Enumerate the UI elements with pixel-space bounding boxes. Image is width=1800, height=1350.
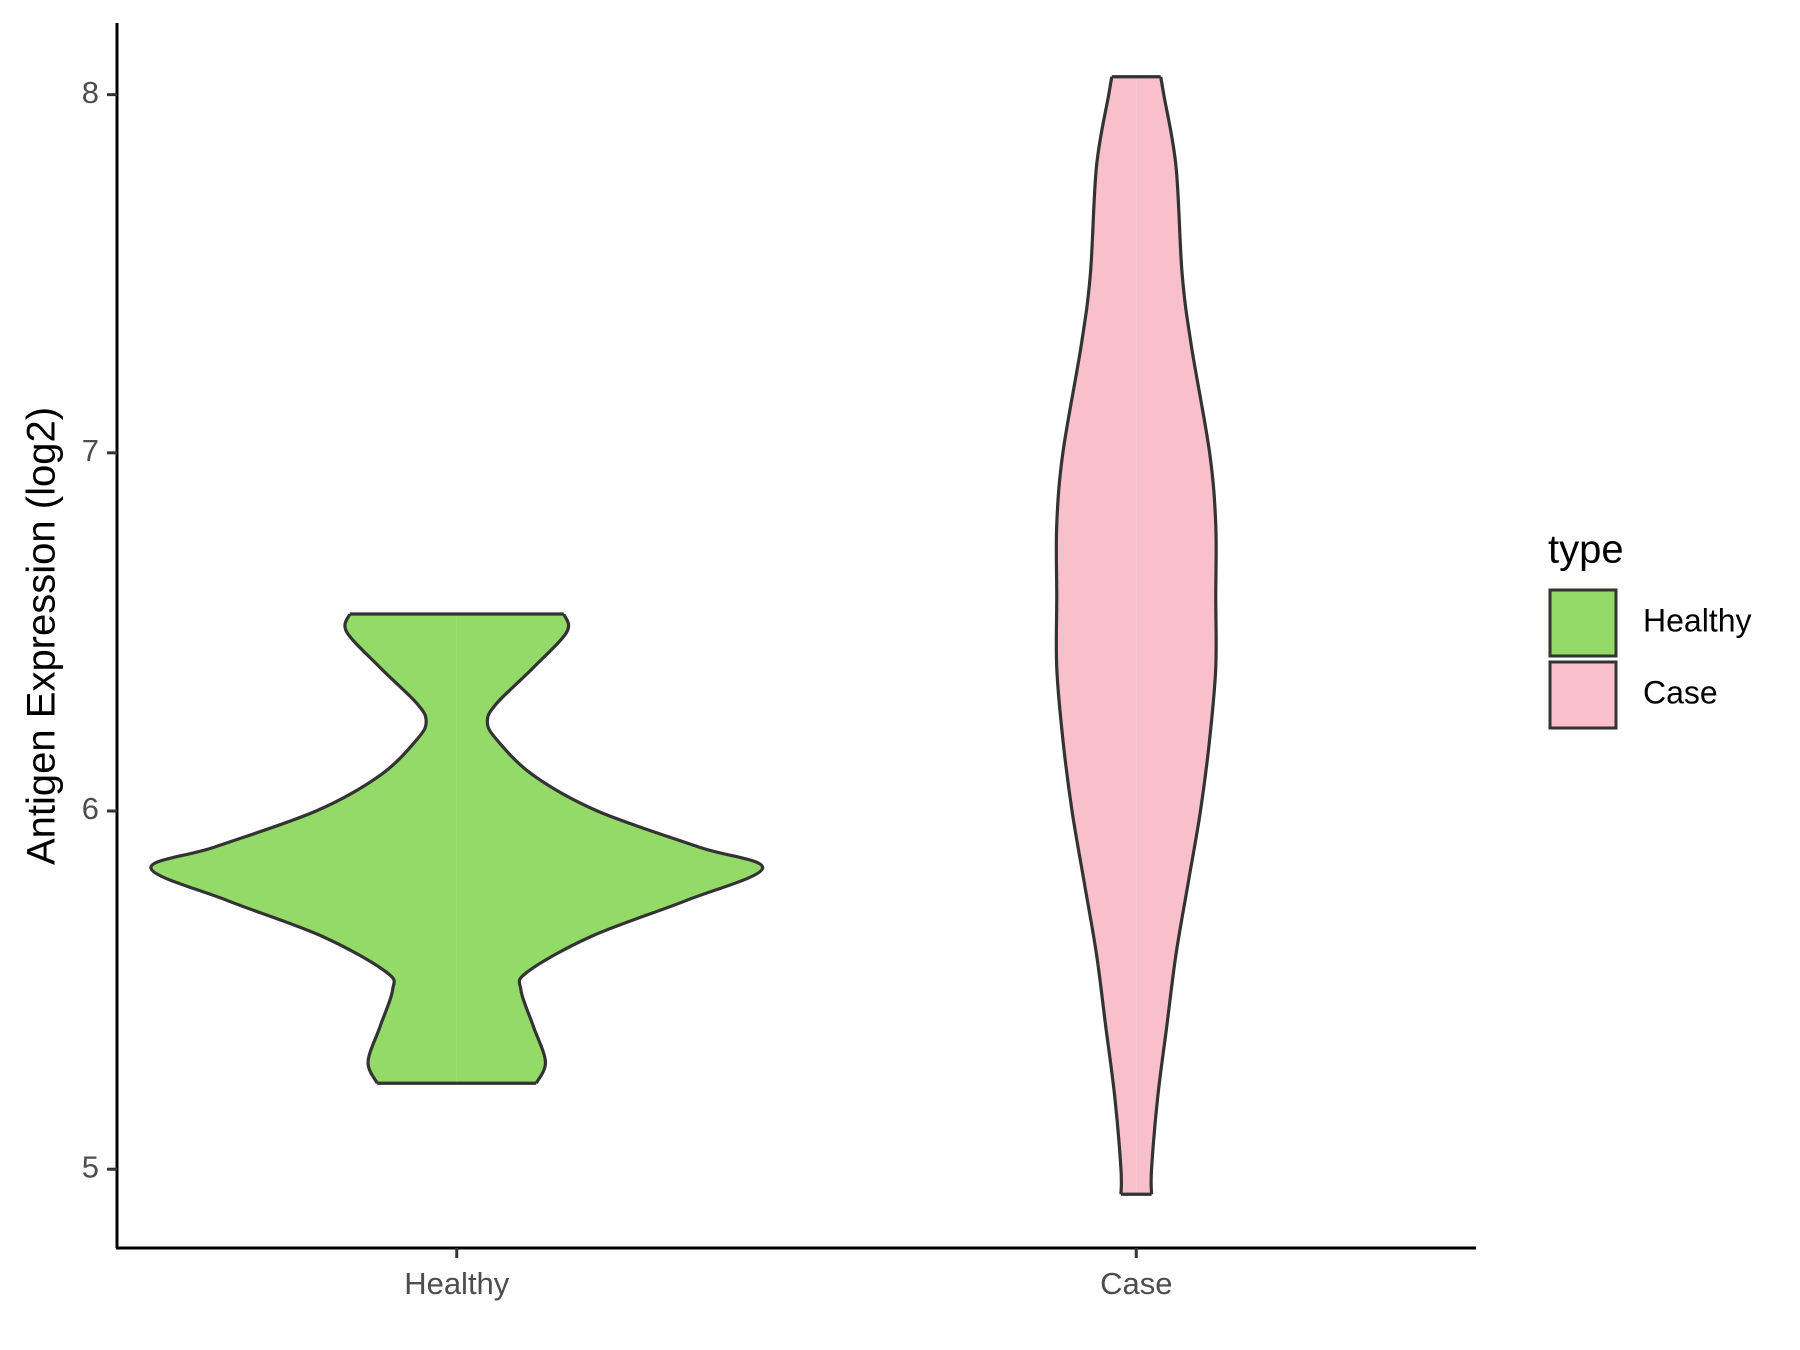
y-axis-title: Antigen Expression (log2) xyxy=(20,407,64,865)
y-tick-label: 5 xyxy=(82,1149,99,1184)
legend-label: Healthy xyxy=(1643,602,1752,638)
legend-key xyxy=(1548,660,1618,730)
violin-outline xyxy=(1054,76,1124,1195)
violin-outline xyxy=(1149,76,1218,1195)
x-tick-label: Healthy xyxy=(404,1266,510,1301)
legend-title: type xyxy=(1548,528,1624,572)
legend-label: Case xyxy=(1643,674,1718,710)
violin-fill xyxy=(1136,76,1217,1195)
y-tick-label: 7 xyxy=(82,433,99,468)
violin-fill xyxy=(1056,76,1137,1195)
violin-fill xyxy=(150,614,457,1084)
y-tick-label: 8 xyxy=(82,75,99,110)
violin-outline xyxy=(485,613,765,1084)
violin-outline xyxy=(149,613,428,1084)
x-tick-label: Case xyxy=(1100,1266,1172,1301)
y-tick-label: 6 xyxy=(82,791,99,826)
legend-key xyxy=(1548,588,1618,658)
violin-fill xyxy=(456,614,763,1084)
